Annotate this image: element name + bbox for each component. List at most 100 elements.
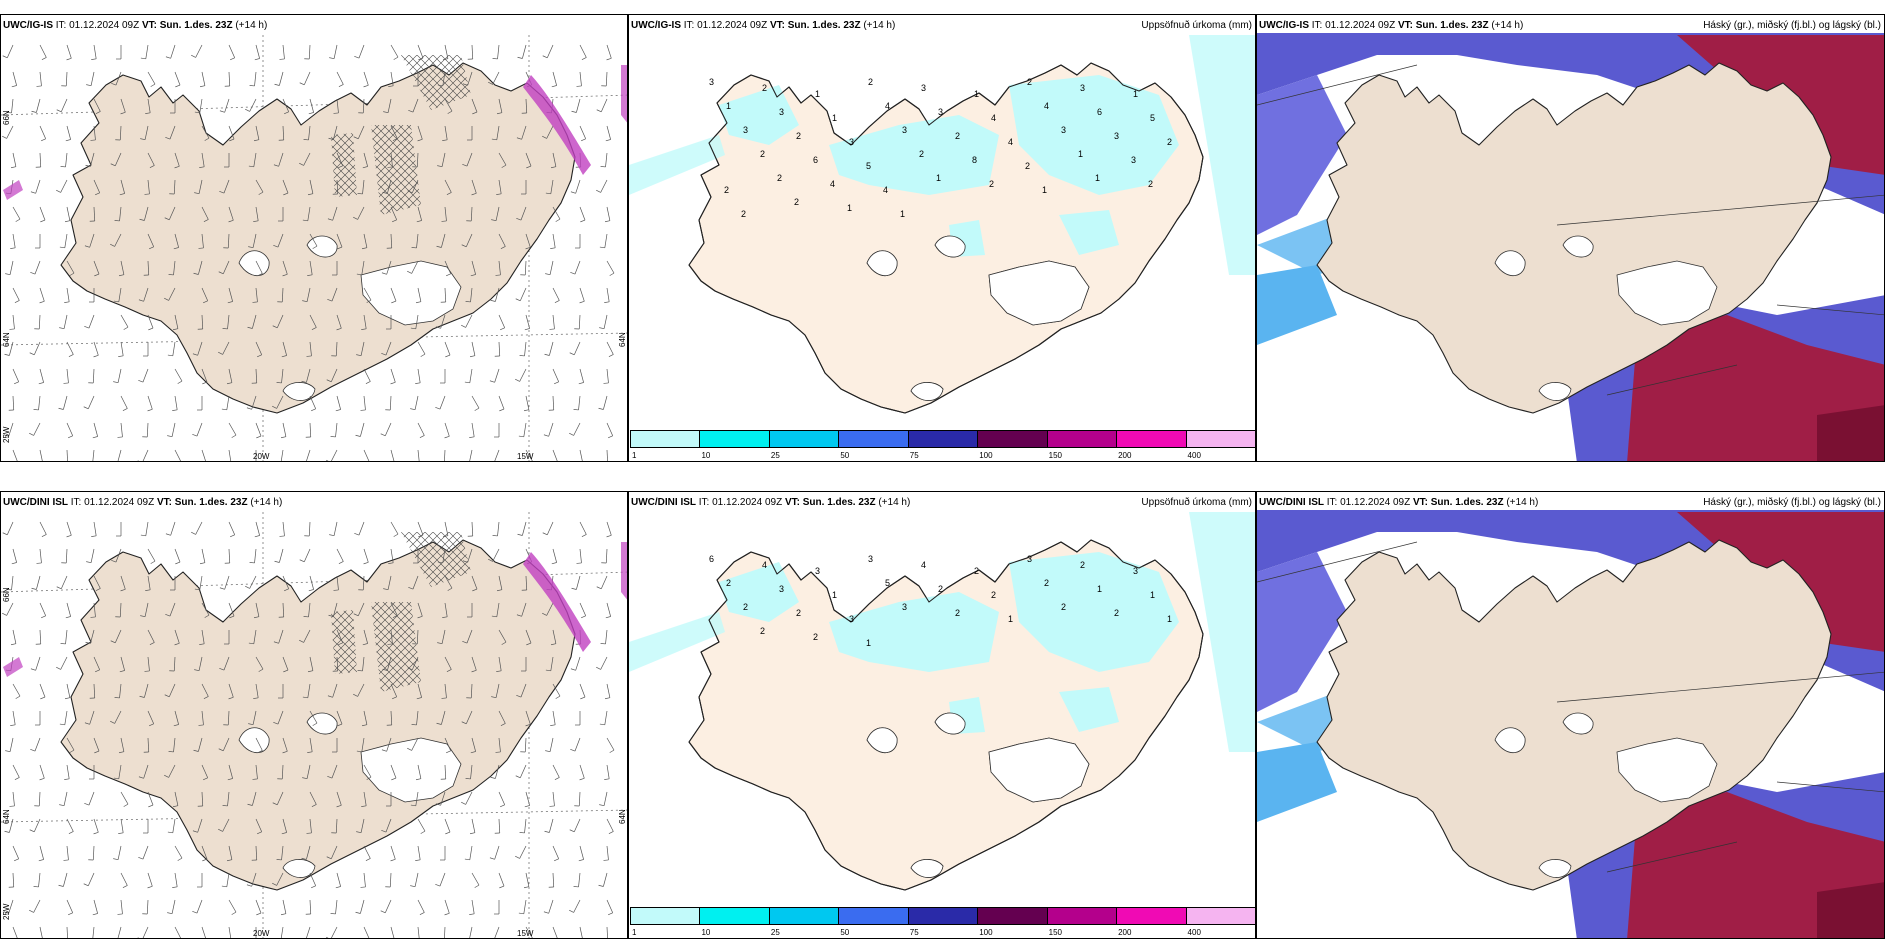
precip-value: 2 [1114, 608, 1119, 618]
wind-barb-feather [93, 354, 99, 358]
wind-barb [336, 395, 341, 410]
wind-barb [303, 71, 311, 85]
wind-barb-feather [118, 355, 124, 357]
wind-barb [444, 179, 452, 193]
cloud-map-panel-top[interactable]: UWC/IG-IS IT: 01.12.2024 09Z VT: Sun. 1.… [1256, 14, 1885, 462]
wind-barb-feather [120, 111, 126, 115]
wind-map-panel-top[interactable]: UWC/IG-IS IT: 01.12.2024 09Z VT: Sun. 1.… [0, 14, 628, 462]
wind-map-panel-bottom[interactable]: UWC/DINI ISL IT: 01.12.2024 09Z VT: Sun.… [0, 491, 628, 939]
wind-barb [466, 629, 473, 644]
wind-barb-feather [110, 163, 116, 167]
wind-barb [525, 314, 530, 329]
wind-barb [525, 98, 528, 113]
precip-color-scale: 1 10 25 50 75 100 150 200 400 [630, 907, 1255, 937]
wind-barb [578, 791, 581, 806]
wind-barb-feather [338, 84, 344, 88]
wind-barb [201, 233, 204, 248]
wind-barb-feather [231, 911, 237, 915]
precip-value: 2 [741, 209, 746, 219]
wind-barb [498, 341, 501, 356]
scale-swatch [1046, 430, 1118, 448]
wind-barb-feather [137, 937, 140, 938]
wind-barb [417, 206, 422, 221]
wind-barb-feather [119, 670, 125, 673]
wind-barb-feather [221, 885, 227, 888]
wind-barb [309, 899, 312, 914]
precip-value: 4 [762, 560, 767, 570]
wind-barb-feather [226, 382, 232, 385]
wind-barb [66, 125, 71, 140]
wind-barb [38, 872, 41, 887]
wind-barb [579, 683, 586, 698]
wind-barb-feather [249, 85, 255, 87]
lon-label-25w: 25W [2, 903, 11, 920]
wind-barb [552, 845, 560, 859]
wind-barb [173, 656, 176, 671]
wind-barb-feather [329, 57, 335, 60]
wind-barb-feather [283, 192, 289, 196]
wind-barb-feather [391, 219, 397, 223]
scale-swatch [977, 907, 1048, 925]
wind-barb [93, 656, 101, 670]
wind-barb-feather [248, 642, 254, 645]
wind-barb [390, 629, 393, 644]
wind-barb-feather [355, 911, 361, 914]
wind-barb-feather [177, 857, 183, 861]
wind-barb-feather [492, 58, 498, 60]
wind-barb-feather [436, 722, 442, 725]
cloud-map-panel-bottom[interactable]: UWC/DINI ISL IT: 01.12.2024 09Z VT: Sun.… [1256, 491, 1885, 939]
wind-barb [6, 125, 14, 139]
scale-tick-label: 50 [840, 451, 850, 460]
wind-barb [390, 233, 393, 248]
wind-barb [66, 341, 74, 355]
wind-barb [360, 341, 365, 356]
wind-barb [64, 710, 68, 725]
precip-map-panel-bottom[interactable]: UWC/DINI ISL IT: 01.12.2024 09Z VT: Sun.… [628, 491, 1256, 939]
wind-barb [467, 548, 473, 563]
wind-barb [444, 683, 447, 698]
wind-barb-feather [29, 352, 35, 356]
wind-barb [605, 629, 608, 644]
wind-barb [87, 395, 95, 409]
wind-barb-feather [598, 884, 604, 887]
wind-barb-feather [462, 560, 468, 563]
wind-barb-feather [410, 327, 416, 330]
wind-barb [119, 602, 122, 617]
wind-barb-feather [253, 697, 259, 699]
wind-barb [519, 845, 527, 859]
wind-barb [579, 764, 585, 779]
scale-tick-label: 1 [632, 928, 637, 937]
wind-barb [579, 845, 584, 860]
wind-barb-feather [391, 696, 397, 700]
wind-barb [444, 926, 446, 938]
wind-barb-feather [140, 138, 146, 141]
wind-barb [66, 287, 70, 302]
wind-barb [92, 368, 95, 383]
wind-barb [309, 791, 317, 805]
wind-barb [120, 314, 129, 328]
wind-barb [552, 548, 557, 563]
wind-barb-feather [202, 300, 208, 304]
wind-barb [254, 71, 257, 86]
wind-barb [330, 845, 338, 859]
scale-swatch [977, 430, 1048, 448]
wind-barb-feather [150, 560, 156, 564]
wind-barb [92, 449, 95, 461]
wind-barb-feather [361, 247, 367, 250]
wind-barb [306, 368, 311, 383]
wind-barb [174, 548, 181, 563]
wind-barb [417, 899, 425, 913]
wind-barb-feather [442, 58, 448, 61]
wind-barb-feather [445, 831, 451, 835]
wind-barb [331, 287, 338, 302]
wind-barb-feather [283, 669, 289, 673]
precip-map-panel-top[interactable]: UWC/IG-IS IT: 01.12.2024 09Z VT: Sun. 1.… [628, 14, 1256, 462]
wind-barb [579, 449, 583, 461]
wind-barb [90, 152, 95, 167]
wind-barb [60, 656, 68, 670]
wind-barb [8, 899, 14, 914]
wind-barb-feather [415, 301, 421, 304]
scale-swatch [699, 430, 770, 448]
wind-barb [144, 683, 149, 698]
wind-barb [333, 521, 338, 536]
